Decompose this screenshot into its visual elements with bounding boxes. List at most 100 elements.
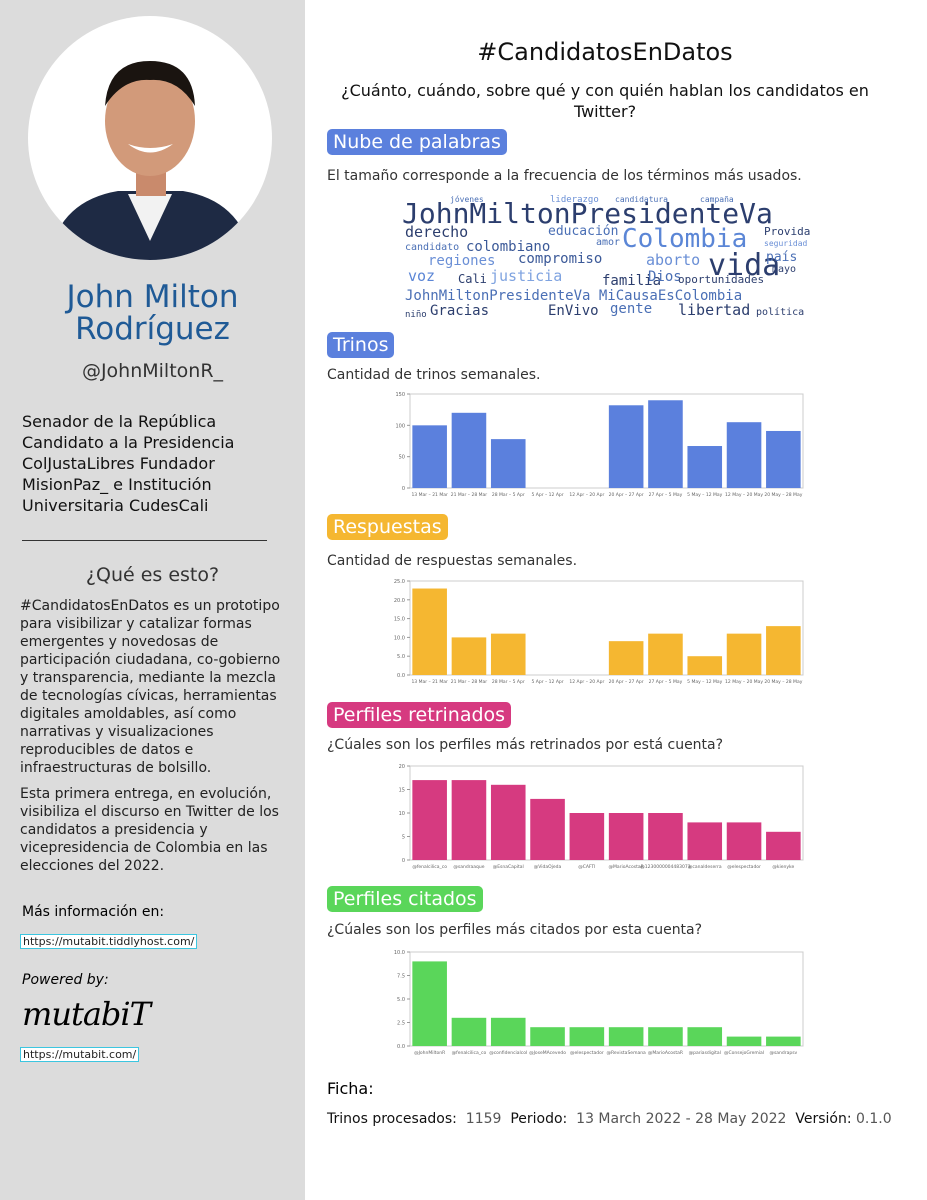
about: #CandidatosEnDatos es un prototipo para … (20, 597, 282, 883)
x-tick-label: 20 May – 28 May (764, 679, 802, 685)
cloud-word: Colombia (622, 224, 747, 254)
cloud-word: regiones (428, 253, 495, 269)
footer-title: Ficha: (327, 1079, 374, 1098)
x-tick-label: @MarioAcostaR (609, 864, 644, 870)
section-description: ¿Cúales son los perfiles más citados por… (327, 922, 703, 938)
bar (490, 439, 526, 488)
y-tick-label: 150 (395, 392, 405, 398)
cloud-word: voz (408, 267, 435, 285)
link[interactable]: https://mutabit.com/ (20, 1047, 140, 1062)
bar (687, 1027, 723, 1046)
bio-line: ColJustaLibres Fundador MisionPaz_ e Ins… (22, 454, 215, 515)
cloud-word: candidatura (615, 195, 668, 204)
bio-line: Senador de la República (22, 412, 217, 431)
y-tick-label: 15.0 (394, 617, 405, 623)
x-tick-label: @JohnMiltonR (414, 1050, 445, 1056)
cloud-word: Provida (764, 225, 810, 238)
x-tick-label: @sandrapsv (769, 1050, 797, 1056)
page-subtitle: ¿Cuánto, cuándo, sobre qué y con quién h… (341, 81, 869, 121)
value: 13 March 2022 - 28 May 2022 (576, 1111, 787, 1127)
x-tick-label: 5 May – 12 May (687, 492, 723, 498)
plot-frame (409, 580, 804, 676)
bar (726, 1036, 762, 1046)
y-tick-label: 10.0 (394, 950, 405, 956)
cloud-word: JohnMiltonPresidenteVa MiCausaEsColombia (405, 288, 742, 304)
x-tick-label: 13 Mar – 21 Mar (411, 492, 448, 498)
x-tick-label: 12 May – 20 May (725, 492, 763, 498)
x-tick-label: 27 Apr – 5 May (649, 492, 683, 498)
bar (608, 813, 644, 860)
cloud-word: jóvenes (450, 195, 484, 204)
cloud-word: candidato (405, 242, 459, 253)
x-tick-label: 5 Apr – 12 Apr (531, 679, 563, 685)
x-tick-label: @fenalcilica_co (452, 1050, 487, 1056)
cloud-word: política (756, 306, 804, 318)
bar-chart: 0 50 100 150 13 Mar – 21 Mar 21 Mar – 28 Mar 2… (395, 392, 804, 498)
x-tick-label: @pariasdigital (689, 1050, 721, 1056)
link[interactable]: https://mutabit.tiddlyhost.com/ (20, 934, 198, 949)
x-tick-label: 5 Apr – 12 Apr (531, 492, 563, 498)
cloud-word: niño (405, 310, 427, 320)
candidate-name: John Milton Rodríguez (66, 279, 239, 347)
about-paragraph: Esta primera entrega, en evolución, visi… (20, 786, 279, 874)
bar (451, 1017, 487, 1046)
cloud-word: justicia (490, 267, 562, 285)
bar (608, 405, 644, 488)
x-tick-label: @CAFTI (578, 864, 595, 870)
x-tick-label: @sandraaque (453, 864, 484, 870)
bar (530, 1027, 565, 1046)
x-tick-label: @JoseMAcevedo (529, 1050, 566, 1056)
x-tick-label: 12 May – 20 May (725, 679, 763, 685)
cloud-word: aborto (646, 251, 700, 269)
bar (412, 780, 447, 860)
y-tick-label: 50 (399, 455, 405, 461)
y-tick-label: 20 (399, 764, 405, 770)
label: Periodo: (510, 1111, 568, 1127)
x-tick-label: 20 May – 28 May (764, 492, 802, 498)
x-tick-label: @canaldeserra (688, 864, 722, 870)
cloud-word: vida (708, 248, 780, 283)
label: Trinos procesados: (327, 1111, 457, 1127)
profile-photo (28, 16, 272, 260)
x-tick-label: @EsnaCapital (493, 864, 524, 870)
powered-by: Powered by: (22, 972, 109, 988)
x-tick-label: 28 Mar – 5 Apr (492, 679, 525, 685)
x-tick-label: 12 Apr – 20 Apr (569, 679, 604, 685)
bar (766, 626, 801, 675)
bar (726, 422, 762, 488)
cloud-word: gente (610, 301, 652, 317)
cloud-word: oportunidades (678, 273, 764, 286)
cloud-word: libertad (678, 301, 750, 319)
bar (766, 1036, 801, 1046)
x-tick-label: @RevistaSemana (606, 1050, 646, 1056)
bar (608, 641, 644, 675)
x-tick-label: @fenalcilica_co (412, 864, 447, 870)
label: Versión: (795, 1111, 852, 1127)
bar-chart: 0.0 5.0 10.0 15.0 20.0 25.0 13 Mar – 21 Mar 21 … (394, 579, 804, 685)
bar (648, 400, 683, 488)
bar (451, 412, 487, 488)
footer: Trinos procesados: 1159 Periodo: 13 Marc… (327, 1111, 892, 1127)
x-tick-label: 21 Mar – 28 Mar (451, 492, 488, 498)
chart-container: 0 50 100 150 13 Mar – 21 Mar 21 Mar – 28 Mar 2… (378, 390, 808, 512)
x-tick-label: 13 Mar – 21 Mar (411, 679, 448, 685)
y-tick-label: 0.0 (397, 673, 405, 679)
bar (490, 784, 526, 860)
logo: mutabiT (22, 995, 151, 1033)
cloud-word: compromiso (518, 251, 602, 267)
y-tick-label: 7.5 (397, 974, 405, 980)
y-tick-label: 0.0 (397, 1044, 405, 1050)
y-tick-label: 0 (402, 858, 405, 864)
plot-frame (409, 393, 804, 489)
x-tick-label: @VidaOjeda (534, 864, 562, 870)
y-tick-label: 100 (395, 423, 405, 429)
about-title: ¿Qué es esto? (85, 564, 220, 586)
y-tick-label: 2.5 (397, 1021, 405, 1027)
x-tick-label: @kienyke (772, 864, 794, 870)
bar (726, 822, 762, 860)
cloud-word: JohnMiltonPresidenteVa (402, 197, 773, 230)
x-tick-label: 20 Apr – 27 Apr (609, 492, 644, 498)
y-tick-label: 5 (402, 835, 405, 841)
